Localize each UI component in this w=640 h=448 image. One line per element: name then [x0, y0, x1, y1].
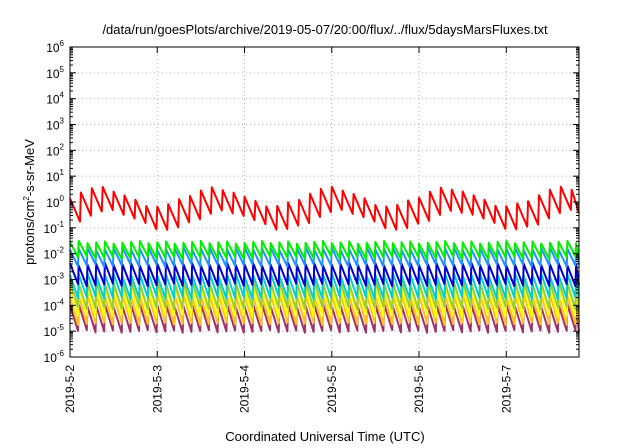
series-line-2	[69, 239, 580, 261]
y-tick-label: 105	[46, 65, 64, 81]
y-tick-label: 10-6	[44, 349, 65, 365]
y-tick-label: 10-4	[44, 297, 65, 313]
chart-title: /data/run/goesPlots/archive/2019-05-07/2…	[102, 22, 548, 37]
series-line-1	[69, 185, 580, 231]
x-tick-label: 2019-5-2	[63, 365, 77, 413]
x-tick-label: 2019-5-3	[150, 365, 164, 413]
x-tick-label: 2019-5-5	[325, 365, 339, 413]
x-tick-label: 2019-5-4	[238, 365, 252, 413]
series-line-4	[69, 261, 580, 288]
y-tick-label: 101	[46, 168, 64, 184]
y-tick-label: 10-1	[44, 220, 65, 236]
x-tick-label: 2019-5-7	[499, 365, 513, 413]
y-tick-label: 10-3	[44, 272, 65, 288]
y-tick-label: 106	[46, 39, 64, 55]
y-tick-label: 103	[46, 117, 64, 133]
series-lines	[69, 185, 580, 334]
y-tick-label: 100	[46, 194, 64, 210]
y-tick-label: 10-5	[44, 323, 65, 339]
y-axis-ticks: 106 105 104 103 102 101 100 10-1 10-2 10-3 10-4 10-…	[44, 39, 579, 365]
y-axis-title: protons/cm2-s-sr-MeV	[22, 139, 37, 265]
x-tick-label: 2019-5-6	[412, 365, 426, 413]
y-tick-label: 104	[46, 91, 64, 107]
y-tick-label: 102	[46, 142, 64, 158]
x-axis-ticks: 2019-5-2 2019-5-3 2019-5-4 2019-5-5 2019-5-6…	[63, 47, 513, 413]
x-axis-title: Coordinated Universal Time (UTC)	[225, 429, 424, 444]
y-tick-label: 10-2	[44, 246, 65, 262]
